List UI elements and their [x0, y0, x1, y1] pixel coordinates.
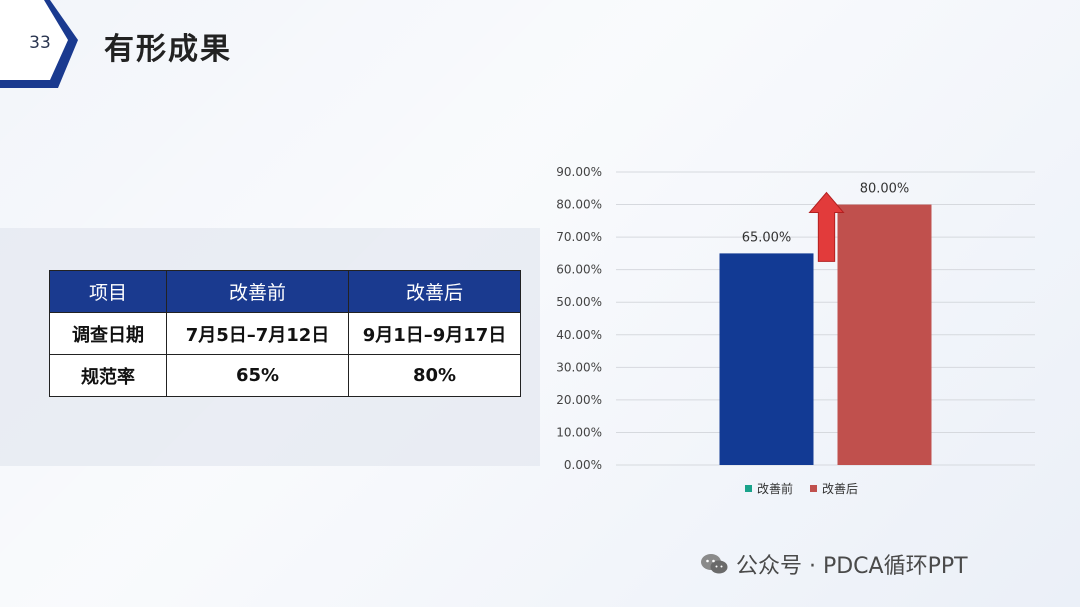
comparison-table: 项目 改善前 改善后 调查日期 7月5日–7月12日 9月1日–9月17日 规范…	[49, 270, 521, 397]
y-tick-label: 30.00%	[556, 360, 602, 374]
chart-svg: 0.00% 10.00% 20.00% 30.00% 40.00% 50.00% 60.00…	[556, 165, 1035, 496]
table-header-row: 项目 改善前 改善后	[49, 270, 521, 313]
legend-label: 改善前	[757, 481, 793, 496]
table-row: 规范率 65% 80%	[49, 354, 521, 397]
data-label: 80.00%	[860, 182, 910, 197]
legend-swatch	[810, 485, 817, 492]
y-tick-label: 10.00%	[556, 425, 602, 439]
watermark-text: 公众号 · PDCA循环PPT	[736, 554, 968, 579]
data-label: 65.00%	[742, 230, 792, 245]
table-header-before: 改善前	[166, 270, 349, 313]
y-tick-label: 40.00%	[556, 328, 602, 342]
y-tick-label: 60.00%	[556, 263, 602, 277]
y-tick-label: 90.00%	[556, 165, 602, 179]
table-header-item: 项目	[49, 270, 167, 313]
table-cell: 7月5日–7月12日	[166, 312, 349, 355]
table-cell: 80%	[348, 354, 521, 397]
legend-label: 改善后	[822, 481, 858, 496]
y-tick-label: 50.00%	[556, 295, 602, 309]
page-title: 有形成果	[104, 32, 232, 67]
bar-before	[719, 253, 814, 465]
table-cell: 9月1日–9月17日	[348, 312, 521, 355]
wechat-icon	[701, 554, 728, 574]
table-row: 调查日期 7月5日–7月12日 9月1日–9月17日	[49, 312, 521, 355]
bar-chart: 0.00% 10.00% 20.00% 30.00% 40.00% 50.00% 60.00…	[540, 150, 1060, 510]
page-number: 33	[29, 33, 51, 53]
watermark: 公众号 · PDCA循环PPT	[700, 548, 968, 580]
table-cell: 调查日期	[49, 312, 167, 355]
y-tick-label: 80.00%	[556, 198, 602, 212]
corner-decoration	[0, 0, 78, 88]
legend-swatch	[745, 485, 752, 492]
y-tick-label: 20.00%	[556, 393, 602, 407]
y-tick-label: 70.00%	[556, 230, 602, 244]
up-arrow-icon	[808, 191, 845, 262]
table-cell: 规范率	[49, 354, 167, 397]
table-header-after: 改善后	[348, 270, 521, 313]
bar-after	[837, 204, 932, 466]
y-tick-label: 0.00%	[564, 458, 602, 472]
table-cell: 65%	[166, 354, 349, 397]
